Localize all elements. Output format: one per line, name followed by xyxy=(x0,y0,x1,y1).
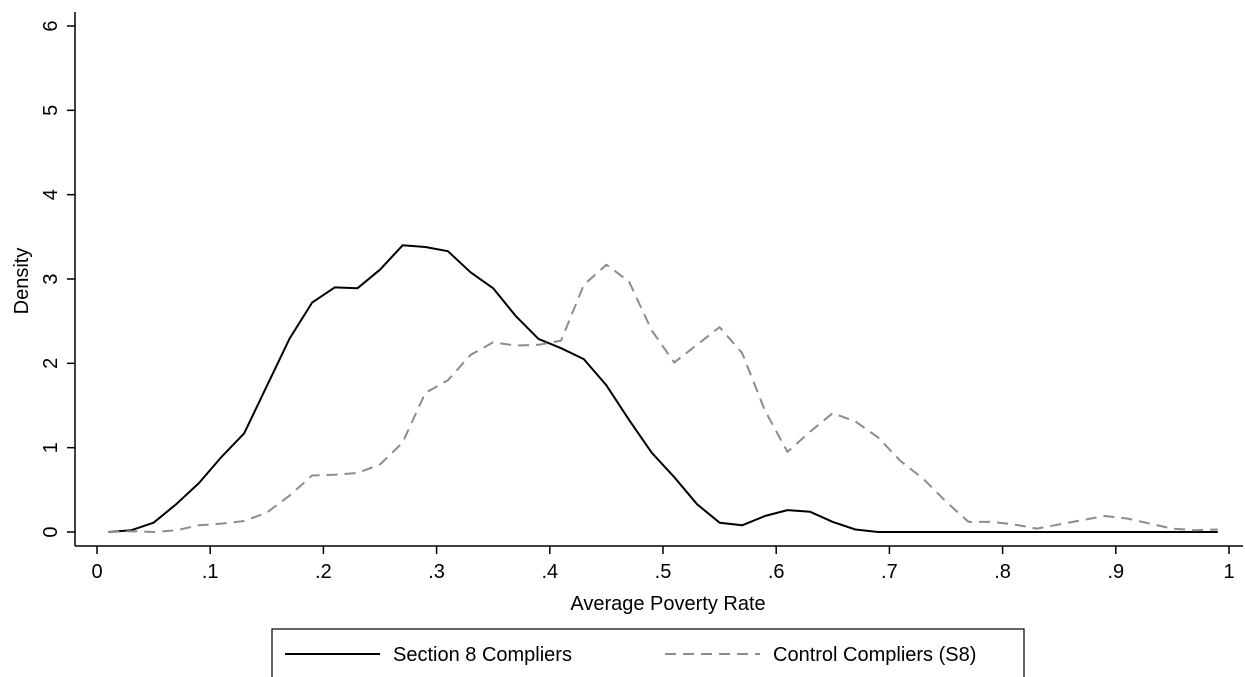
y-tick-label: 5 xyxy=(40,105,62,116)
x-tick-label: .9 xyxy=(1107,561,1124,583)
x-tick-label: .6 xyxy=(768,561,785,583)
y-tick-label: 4 xyxy=(40,189,62,200)
x-tick-label: .8 xyxy=(994,561,1011,583)
series-layer xyxy=(108,244,1218,533)
x-tick-label: .5 xyxy=(655,561,672,583)
y-tick-label: 3 xyxy=(40,273,62,284)
x-tick-label: .7 xyxy=(881,561,898,583)
legend-label-control: Control Compliers (S8) xyxy=(773,644,976,666)
x-tick-label: .4 xyxy=(541,561,558,583)
x-tick-label: 0 xyxy=(91,561,102,583)
y-tick-label: 1 xyxy=(40,442,62,453)
legend: Section 8 Compliers Control Compliers (S… xyxy=(271,628,1025,677)
x-tick-label: .3 xyxy=(428,561,445,583)
y-tick-label: 2 xyxy=(40,358,62,369)
series-line-section8 xyxy=(108,244,1218,533)
x-tick-label: 1 xyxy=(1223,561,1234,583)
legend-label-section8: Section 8 Compliers xyxy=(393,644,572,666)
x-tick-label: .1 xyxy=(202,561,219,583)
series-line-control xyxy=(108,263,1218,533)
x-axis-ticks: 0 .1 .2 .3 .4 .5 .6 .7 .8 .9 1 xyxy=(91,546,1235,583)
y-axis-title: Density xyxy=(11,248,33,315)
y-tick-label: 0 xyxy=(40,526,62,537)
x-tick-label: .2 xyxy=(315,561,332,583)
y-axis-ticks: 0 1 2 3 4 5 6 xyxy=(40,20,75,538)
legend-box xyxy=(271,628,1025,677)
x-axis-title: Average Poverty Rate xyxy=(570,593,765,615)
y-tick-label: 6 xyxy=(40,20,62,31)
